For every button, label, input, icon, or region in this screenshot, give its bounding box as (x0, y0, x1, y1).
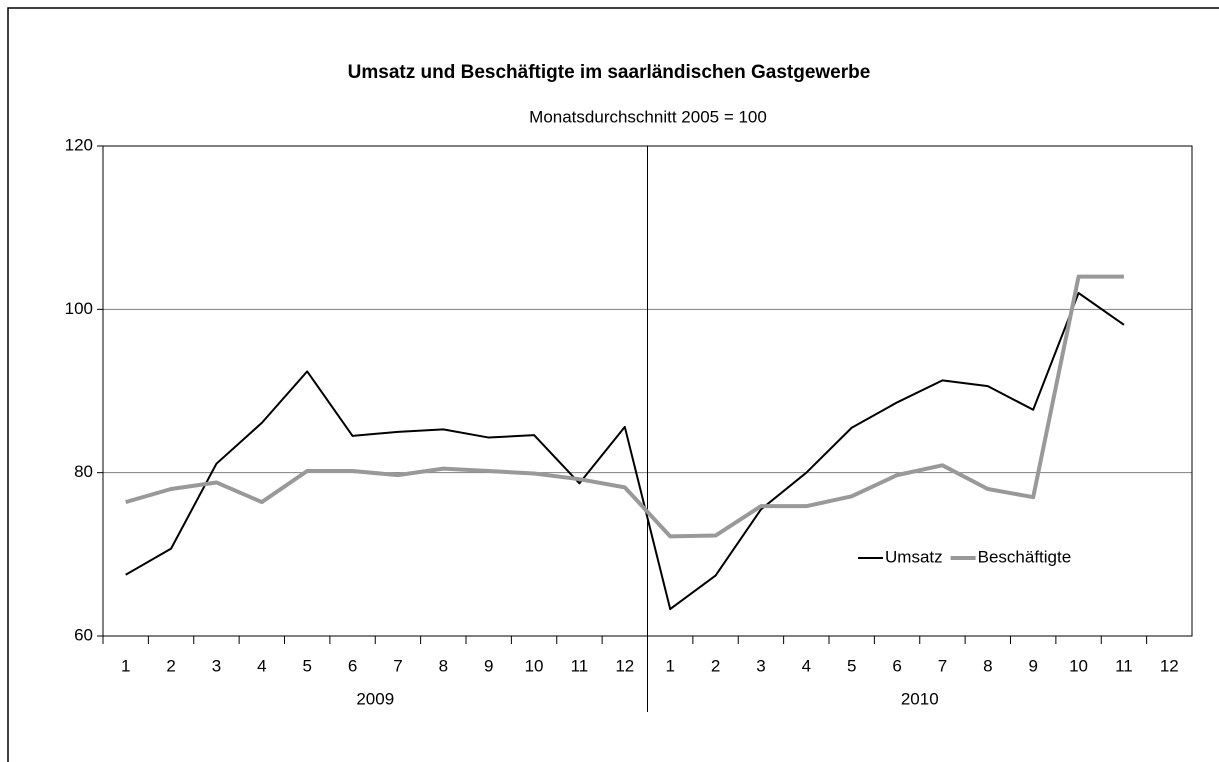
y-tick-label: 120 (65, 135, 93, 154)
x-tick-label: 10 (1069, 656, 1088, 675)
x-tick-label: 7 (938, 656, 947, 675)
x-tick-label: 3 (756, 656, 765, 675)
x-tick-label: 1 (121, 656, 130, 675)
chart-title: Umsatz und Beschäftigte im saarländische… (348, 62, 871, 83)
y-tick-label: 60 (74, 625, 93, 644)
x-tick-label: 8 (439, 656, 448, 675)
x-tick-label: 11 (1115, 656, 1133, 675)
x-tick-label: 7 (393, 656, 402, 675)
group-label: 2009 (356, 689, 394, 708)
x-tick-label: 2 (711, 656, 720, 675)
y-tick-label: 80 (74, 462, 93, 481)
x-tick-label: 6 (892, 656, 901, 675)
line-series (125, 274, 1124, 539)
x-tick-label: 12 (1160, 656, 1179, 675)
x-tick-label: 11 (571, 656, 589, 675)
legend-label: Umsatz (885, 547, 943, 566)
chart-frame (7, 7, 1219, 762)
x-tick-label: 1 (665, 656, 674, 675)
x-tick-label: 12 (615, 656, 634, 675)
x-tick-label: 8 (983, 656, 992, 675)
x-tick-label: 4 (802, 656, 811, 675)
x-tick-label: 2 (166, 656, 175, 675)
x-tick-label: 9 (484, 656, 493, 675)
x-tick-label: 3 (212, 656, 221, 675)
line-series (125, 292, 1125, 611)
x-tick-label: 5 (847, 656, 856, 675)
x-tick-label: 5 (302, 656, 311, 675)
x-tick-label: 9 (1028, 656, 1037, 675)
x-tick-label: 10 (525, 656, 544, 675)
group-label: 2010 (901, 689, 939, 708)
chart-subtitle: Monatsdurchschnitt 2005 = 100 (529, 107, 767, 126)
y-tick-label: 100 (65, 299, 93, 318)
x-tick-label: 6 (348, 656, 357, 675)
x-tick-label: 4 (257, 656, 266, 675)
legend-label: Beschäftigte (978, 547, 1072, 566)
